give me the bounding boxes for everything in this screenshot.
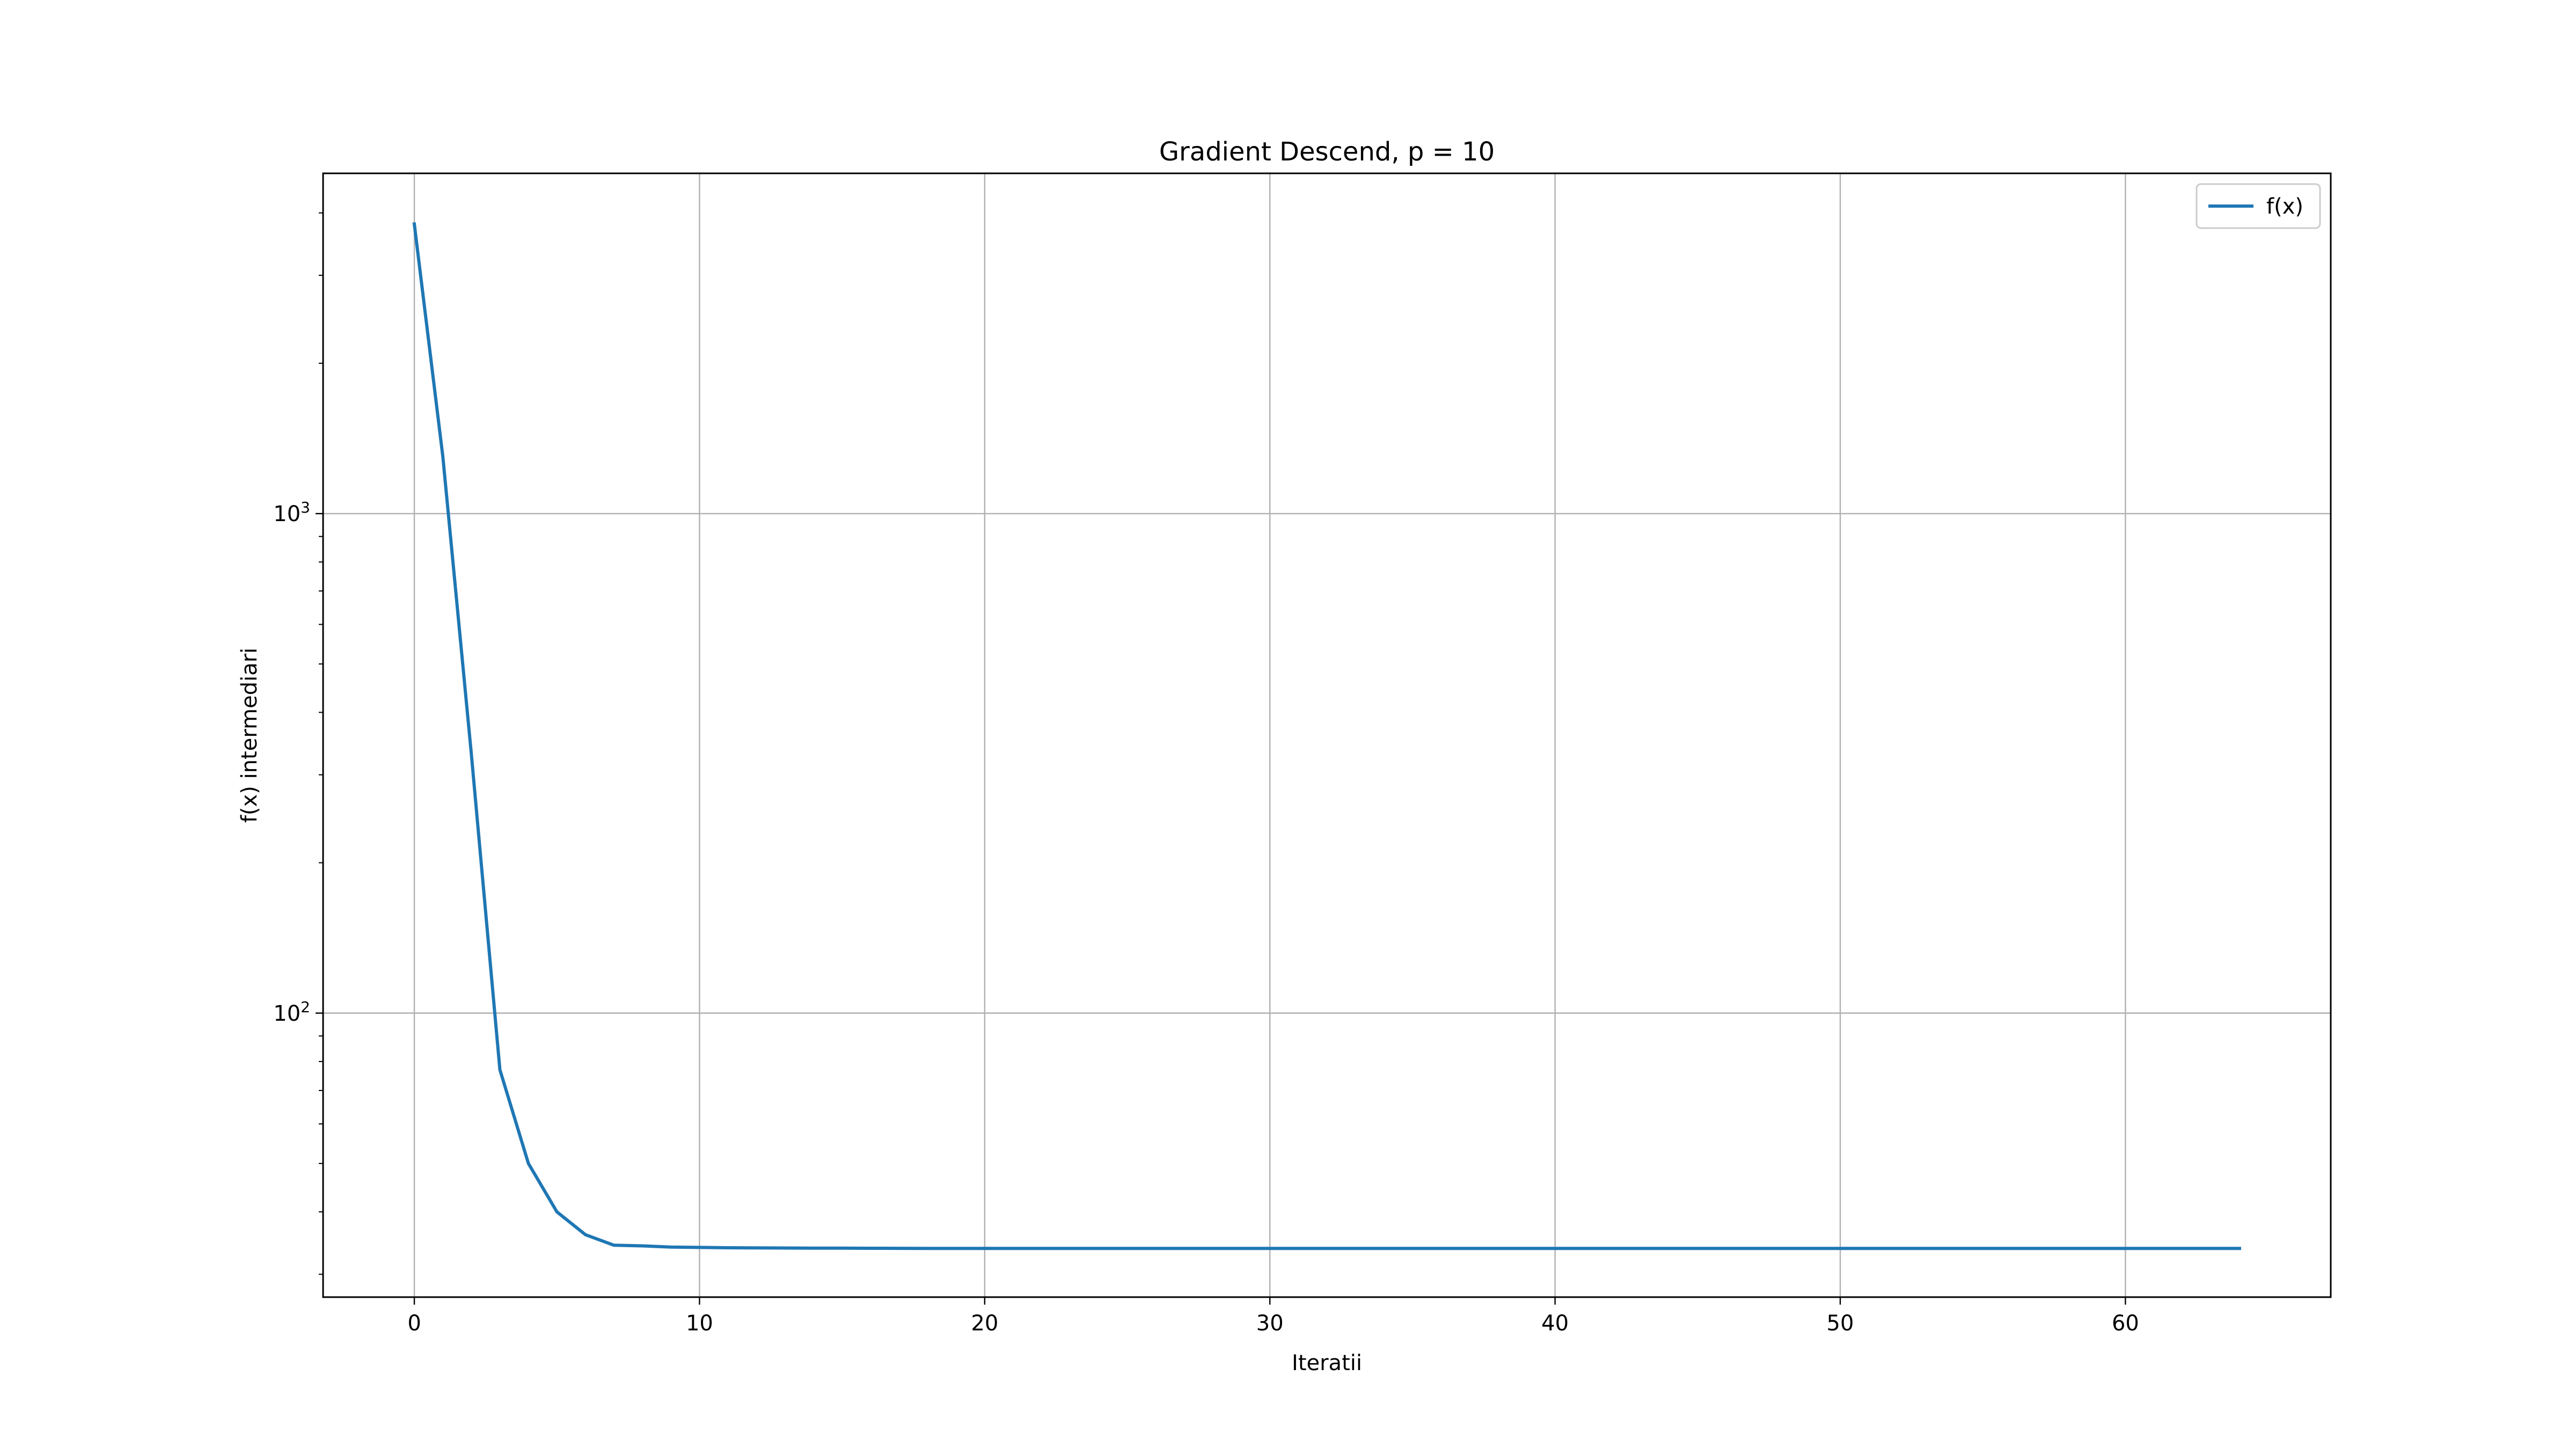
x-tick-label: 20 [971, 1311, 998, 1336]
x-tick-label: 10 [686, 1311, 713, 1336]
grid [323, 173, 2331, 1297]
x-axis-label: Iteratii [1292, 1351, 1362, 1375]
ticks: 0 10 20 30 40 50 60 102 103 [273, 212, 2139, 1336]
x-tick-label: 60 [2112, 1311, 2139, 1336]
series-line-fx [412, 222, 2241, 1250]
legend-box [2196, 183, 2321, 229]
legend-entry-label: f(x) [2266, 194, 2303, 219]
x-tick-label: 0 [407, 1311, 421, 1336]
x-tick-label: 40 [1541, 1311, 1569, 1336]
chart-title: Gradient Descend, p = 10 [1159, 137, 1495, 167]
x-tick-label: 50 [1827, 1311, 1854, 1336]
y-tick-label: 103 [273, 499, 310, 526]
series-layer [412, 222, 2241, 1250]
y-tick-label: 102 [273, 998, 310, 1026]
legend: f(x) [2196, 183, 2321, 229]
y-axis-label: f(x) intermediari [237, 648, 262, 823]
plot-frame [322, 172, 2332, 1298]
x-tick-label: 30 [1256, 1311, 1284, 1336]
